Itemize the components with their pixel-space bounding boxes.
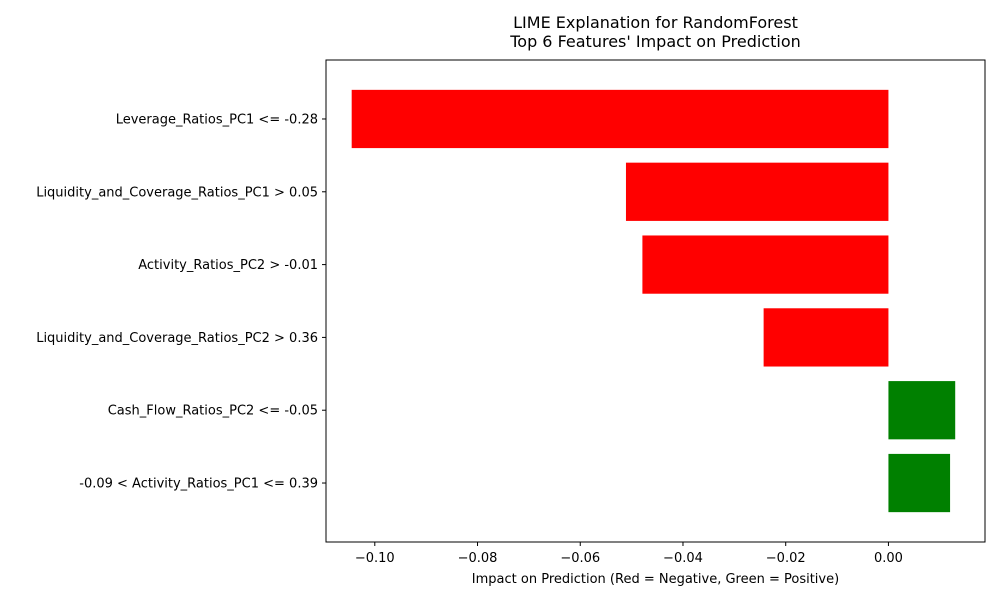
bar-5	[888, 381, 956, 440]
y-tick-label: Activity_Ratios_PC2 > -0.01	[138, 258, 318, 273]
y-axis-ticks: Leverage_Ratios_PC1 <= -0.28 Liquidity_an…	[36, 112, 326, 492]
x-tick-label: −0.02	[766, 551, 806, 566]
y-tick-label: Liquidity_and_Coverage_Ratios_PC2 > 0.36	[36, 331, 318, 346]
chart-title-line-1: LIME Explanation for RandomForest	[513, 13, 798, 32]
chart-title-line-2: Top 6 Features' Impact on Prediction	[509, 32, 801, 51]
bar-6	[888, 453, 951, 513]
plot-frame	[325, 59, 986, 543]
bar-1	[351, 89, 889, 149]
y-tick-label: Cash_Flow_Ratios_PC2 <= -0.05	[108, 404, 318, 419]
x-tick-label: −0.08	[458, 551, 498, 566]
x-tick-label: 0.00	[874, 551, 903, 566]
x-tick-label: −0.06	[560, 551, 600, 566]
x-tick-label: −0.10	[355, 551, 395, 566]
x-tick-label: −0.04	[663, 551, 703, 566]
x-axis-label: Impact on Prediction (Red = Negative, Gr…	[472, 572, 839, 587]
bars-group	[351, 89, 956, 513]
y-tick-label: Liquidity_and_Coverage_Ratios_PC1 > 0.05	[36, 185, 318, 200]
y-tick-label: Leverage_Ratios_PC1 <= -0.28	[116, 112, 318, 127]
bar-4	[763, 308, 889, 367]
x-axis-ticks: −0.10 −0.08 −0.06 −0.04 −0.02 0.00	[355, 542, 903, 566]
bar-2	[625, 162, 889, 221]
y-tick-label: -0.09 < Activity_Ratios_PC1 <= 0.39	[79, 477, 318, 492]
bar-3	[642, 235, 889, 294]
